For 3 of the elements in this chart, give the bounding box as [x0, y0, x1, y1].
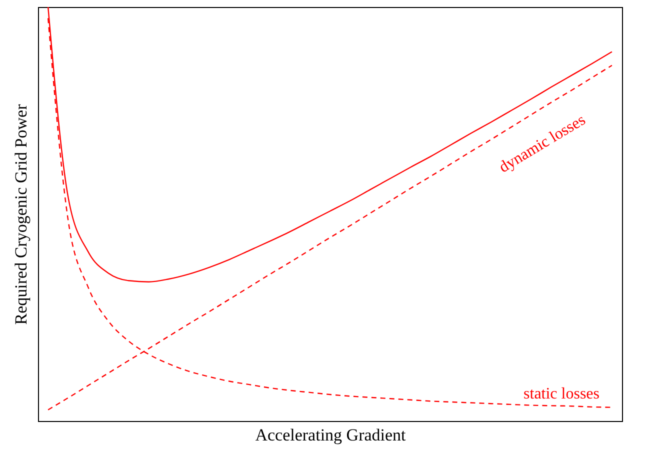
series-label: static losses — [524, 386, 600, 403]
y-axis-title: Required Cryogenic Grid Power — [12, 104, 30, 325]
x-axis-title: Accelerating Gradient — [255, 426, 406, 444]
